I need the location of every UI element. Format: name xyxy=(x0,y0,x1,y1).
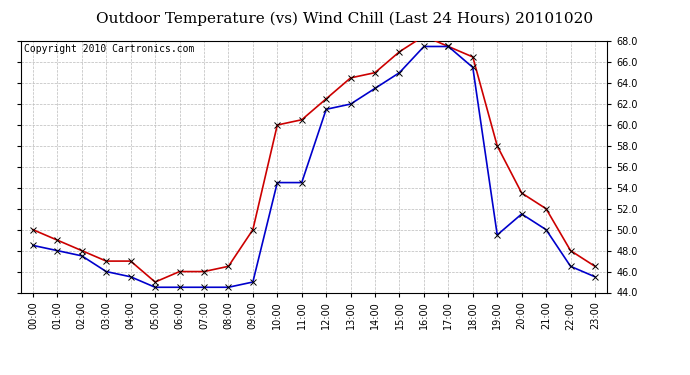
Text: Copyright 2010 Cartronics.com: Copyright 2010 Cartronics.com xyxy=(23,44,194,54)
Text: Outdoor Temperature (vs) Wind Chill (Last 24 Hours) 20101020: Outdoor Temperature (vs) Wind Chill (Las… xyxy=(97,11,593,26)
